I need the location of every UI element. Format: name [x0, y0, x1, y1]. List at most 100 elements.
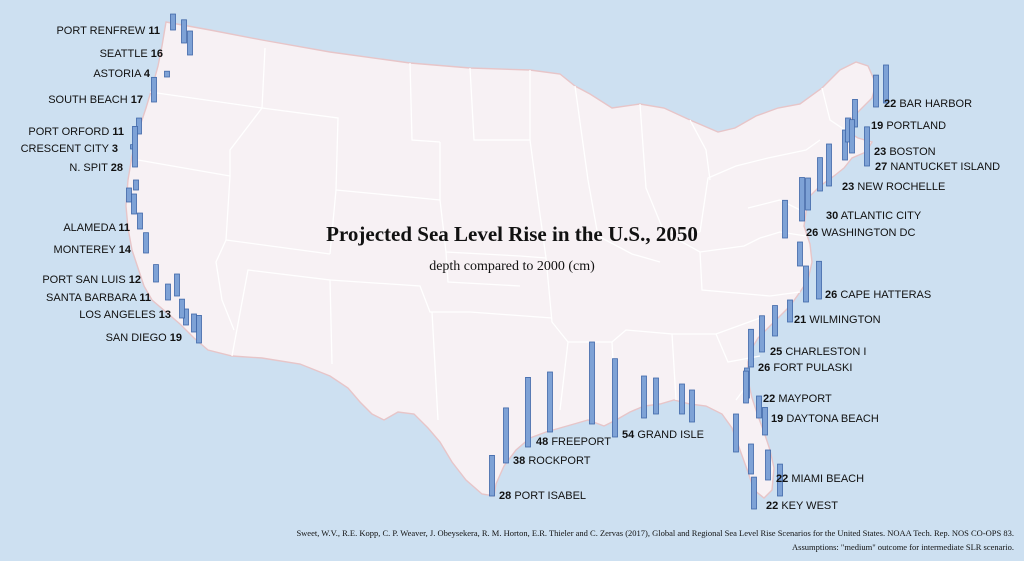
- label-port-isabel: 28 PORT ISABEL: [499, 490, 586, 502]
- station-name: GRAND ISLE: [637, 429, 704, 441]
- station-name: SEATTLE: [100, 48, 148, 60]
- station-value: 19: [170, 332, 182, 344]
- station-name: PORTLAND: [886, 120, 946, 132]
- station-name: ALAMEDA: [63, 222, 116, 234]
- station-bar-unlabeled: [756, 395, 762, 419]
- station-name: ROCKPORT: [528, 455, 590, 467]
- label-south-beach: SOUTH BEACH 17: [48, 94, 143, 106]
- station-bar-unlabeled: [733, 413, 739, 453]
- map-subtitle: depth compared to 2000 (cm): [429, 259, 595, 274]
- station-bar-unlabeled: [748, 443, 754, 475]
- station-name: BOSTON: [889, 146, 935, 158]
- station-value: 27: [875, 161, 887, 173]
- bar-port-renfrew: [170, 13, 176, 31]
- label-charleston-i: 25 CHARLESTON I: [770, 346, 866, 358]
- station-name: MIAMI BEACH: [791, 473, 864, 485]
- station-name: ATLANTIC CITY: [841, 210, 922, 222]
- station-name: PORT RENFREW: [56, 25, 145, 37]
- label-rockport: 38 ROCKPORT: [513, 455, 591, 467]
- station-bar-unlabeled: [689, 389, 695, 423]
- station-bar-unlabeled: [187, 30, 193, 56]
- station-name: FORT PULASKI: [773, 362, 852, 374]
- bar-new-rochelle: [817, 157, 823, 192]
- station-value: 17: [131, 94, 143, 106]
- station-value: 30: [826, 210, 838, 222]
- bar-port-san-luis: [153, 264, 159, 283]
- state-borders: [137, 47, 849, 421]
- station-name: LOS ANGELES: [79, 309, 155, 321]
- bar-mayport: [743, 370, 749, 404]
- station-value: 22: [763, 393, 775, 405]
- station-value: 12: [129, 274, 141, 286]
- label-boston: 23 BOSTON: [874, 146, 936, 158]
- station-name: DAYTONA BEACH: [786, 413, 879, 425]
- station-bar-unlabeled: [787, 299, 793, 323]
- label-miami-beach: 22 MIAMI BEACH: [776, 473, 864, 485]
- station-name: SOUTH BEACH: [48, 94, 128, 106]
- station-value: 26: [806, 227, 818, 239]
- bar-nantucket-island: [864, 126, 870, 167]
- label-n-spit: N. SPIT 28: [69, 162, 123, 174]
- station-bar-unlabeled: [803, 265, 809, 303]
- station-name: PORT ORFORD: [28, 126, 109, 138]
- station-value: 54: [622, 429, 635, 441]
- bar-daytona-beach: [762, 407, 768, 436]
- source-citation: Sweet, W.V., R.E. Kopp, C. P. Weaver, J.…: [296, 528, 1014, 538]
- label-washington-dc: 26 WASHINGTON DC: [806, 227, 915, 239]
- station-name: PORT ISABEL: [514, 490, 586, 502]
- bar-los-angeles: [179, 298, 185, 319]
- station-bars: [126, 13, 889, 510]
- station-value: 26: [758, 362, 770, 374]
- station-bar-unlabeled: [883, 64, 889, 104]
- bar-port-isabel: [489, 454, 495, 497]
- station-bar-unlabeled: [126, 187, 132, 203]
- bar-astoria: [164, 70, 170, 78]
- bar-rockport: [503, 407, 509, 464]
- station-value: 23: [874, 146, 886, 158]
- station-name: BAR HARBOR: [899, 98, 972, 110]
- bar-atlantic-city: [799, 177, 805, 222]
- bar-charleston-i: [759, 315, 765, 353]
- label-freeport: 48 FREEPORT: [536, 436, 611, 448]
- station-bar-unlabeled: [133, 179, 139, 191]
- bar-portland: [852, 99, 858, 128]
- station-name: WASHINGTON DC: [821, 227, 915, 239]
- station-bar-unlabeled: [174, 273, 180, 297]
- station-value: 16: [151, 48, 163, 60]
- label-astoria: ASTORIA 4: [93, 68, 151, 80]
- station-value: 11: [118, 222, 130, 234]
- label-grand-isle: 54 GRAND ISLE: [622, 429, 704, 441]
- assumptions-note: Assumptions: "medium" outcome for interm…: [792, 542, 1014, 552]
- station-value: 4: [144, 68, 151, 80]
- station-value: 38: [513, 455, 525, 467]
- label-daytona-beach: 19 DAYTONA BEACH: [771, 413, 879, 425]
- station-value: 13: [159, 309, 171, 321]
- bar-bar-harbor: [873, 74, 879, 108]
- bar-key-west: [751, 476, 757, 510]
- station-bar-unlabeled: [679, 383, 685, 415]
- station-value: 19: [871, 120, 883, 132]
- station-bar-unlabeled: [805, 177, 811, 211]
- label-wilmington: 21 WILMINGTON: [794, 314, 881, 326]
- bar-freeport: [525, 376, 531, 448]
- station-name: MONTEREY: [54, 244, 117, 256]
- bar-santa-barbara: [165, 283, 171, 301]
- station-value: 28: [499, 490, 511, 502]
- label-port-san-luis: PORT SAN LUIS 12: [42, 274, 141, 286]
- station-value: 25: [770, 346, 782, 358]
- station-name: CHARLESTON I: [785, 346, 866, 358]
- bar-miami-beach: [777, 463, 783, 497]
- station-name: KEY WEST: [781, 500, 838, 512]
- label-portland: 19 PORTLAND: [871, 120, 946, 132]
- map-title: Projected Sea Level Rise in the U.S., 20…: [326, 222, 698, 246]
- station-value: 19: [771, 413, 783, 425]
- label-bar-harbor: 22 BAR HARBOR: [884, 98, 972, 110]
- label-santa-barbara: SANTA BARBARA 11: [46, 292, 151, 304]
- label-fort-pulaski: 26 FORT PULASKI: [758, 362, 852, 374]
- bar-wilmington: [772, 305, 778, 337]
- label-port-renfrew: PORT RENFREW 11: [56, 25, 160, 37]
- station-bar-unlabeled: [653, 377, 659, 415]
- station-value: 23: [842, 181, 854, 193]
- station-name: N. SPIT: [69, 162, 108, 174]
